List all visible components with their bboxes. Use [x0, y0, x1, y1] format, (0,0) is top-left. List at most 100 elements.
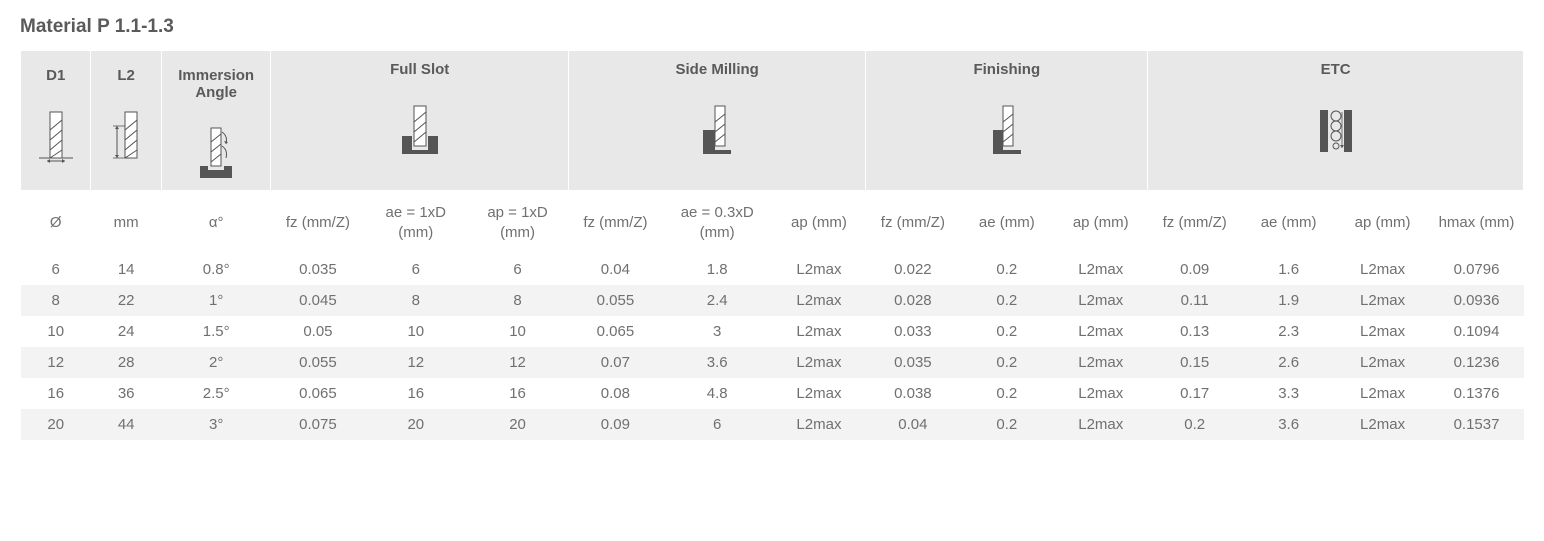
- cell-imm: 1.5°: [161, 316, 271, 347]
- cell-etc_fz: 0.17: [1148, 378, 1242, 409]
- cell-fin_ap: L2max: [1054, 378, 1148, 409]
- cell-sm_ap: L2max: [772, 347, 866, 378]
- cell-fin_fz: 0.033: [866, 316, 960, 347]
- cell-etc_ap: L2max: [1336, 285, 1430, 316]
- cell-fs_ae: 12: [365, 347, 467, 378]
- cell-etc_fz: 0.09: [1148, 254, 1242, 285]
- cell-fs_ap: 12: [467, 347, 569, 378]
- cell-imm: 0.8°: [161, 254, 271, 285]
- cell-sm_ae: 1.8: [662, 254, 772, 285]
- subhead-fin-ap: ap (mm): [1054, 191, 1148, 254]
- cell-etc_ae: 1.9: [1242, 285, 1336, 316]
- cell-fin_fz: 0.022: [866, 254, 960, 285]
- col-group-finishing: Finishing: [866, 51, 1148, 191]
- cell-fs_ae: 10: [365, 316, 467, 347]
- cell-d1: 6: [21, 254, 91, 285]
- cell-sm_fz: 0.04: [568, 254, 662, 285]
- cell-etc_hmax: 0.1376: [1430, 378, 1524, 409]
- cell-fin_fz: 0.035: [866, 347, 960, 378]
- cell-etc_hmax: 0.0936: [1430, 285, 1524, 316]
- table-row: 16362.5°0.06516160.084.8L2max0.0380.2L2m…: [21, 378, 1524, 409]
- group-label-full-slot: Full Slot: [275, 61, 563, 78]
- cell-sm_fz: 0.08: [568, 378, 662, 409]
- cell-fs_ae: 20: [365, 409, 467, 440]
- cell-l2: 22: [91, 285, 161, 316]
- cell-sm_fz: 0.065: [568, 316, 662, 347]
- cell-d1: 20: [21, 409, 91, 440]
- cell-etc_fz: 0.13: [1148, 316, 1242, 347]
- cell-d1: 16: [21, 378, 91, 409]
- table-row: 10241.5°0.0510100.0653L2max0.0330.2L2max…: [21, 316, 1524, 347]
- subhead-fs-ae: ae = 1xD (mm): [365, 191, 467, 254]
- cell-fin_ae: 0.2: [960, 378, 1054, 409]
- immersion-angle-icon: [166, 112, 267, 182]
- group-label-immersion: Immersion Angle: [166, 67, 267, 102]
- cell-fin_ap: L2max: [1054, 254, 1148, 285]
- cell-sm_fz: 0.07: [568, 347, 662, 378]
- subhead-fin-fz: fz (mm/Z): [866, 191, 960, 254]
- cell-fs_fz: 0.045: [271, 285, 365, 316]
- page-title: Material P 1.1-1.3: [20, 16, 1524, 38]
- cell-fin_fz: 0.038: [866, 378, 960, 409]
- col-group-full-slot: Full Slot: [271, 51, 568, 191]
- cell-d1: 10: [21, 316, 91, 347]
- subhead-etc-ap: ap (mm): [1336, 191, 1430, 254]
- cell-sm_ae: 4.8: [662, 378, 772, 409]
- cell-fs_ap: 6: [467, 254, 569, 285]
- cell-fin_ae: 0.2: [960, 316, 1054, 347]
- cell-imm: 2°: [161, 347, 271, 378]
- table-row: 20443°0.07520200.096L2max0.040.2L2max0.2…: [21, 409, 1524, 440]
- subhead-fs-ap: ap = 1xD (mm): [467, 191, 569, 254]
- cell-fin_fz: 0.04: [866, 409, 960, 440]
- cell-fin_ap: L2max: [1054, 347, 1148, 378]
- col-group-l2: L2: [91, 51, 161, 191]
- cell-etc_hmax: 0.1094: [1430, 316, 1524, 347]
- cell-fs_ae: 16: [365, 378, 467, 409]
- group-label-side-milling: Side Milling: [573, 61, 861, 78]
- subhead-fin-ae: ae (mm): [960, 191, 1054, 254]
- cell-fs_fz: 0.065: [271, 378, 365, 409]
- subhead-sm-ae: ae = 0.3xD (mm): [662, 191, 772, 254]
- subhead-sm-ap: ap (mm): [772, 191, 866, 254]
- cell-imm: 1°: [161, 285, 271, 316]
- cell-etc_ap: L2max: [1336, 254, 1430, 285]
- cell-fin_fz: 0.028: [866, 285, 960, 316]
- full-slot-icon: [275, 88, 563, 158]
- cell-etc_ap: L2max: [1336, 409, 1430, 440]
- cell-imm: 2.5°: [161, 378, 271, 409]
- subhead-d1: Ø: [21, 191, 91, 254]
- cell-fs_fz: 0.055: [271, 347, 365, 378]
- subhead-etc-hmax: hmax (mm): [1430, 191, 1524, 254]
- subhead-etc-ae: ae (mm): [1242, 191, 1336, 254]
- cell-sm_ap: L2max: [772, 378, 866, 409]
- cell-l2: 24: [91, 316, 161, 347]
- cell-fin_ap: L2max: [1054, 316, 1148, 347]
- cell-fs_fz: 0.035: [271, 254, 365, 285]
- cell-sm_ap: L2max: [772, 285, 866, 316]
- cell-fs_ap: 8: [467, 285, 569, 316]
- cell-fs_ae: 8: [365, 285, 467, 316]
- col-group-side-milling: Side Milling: [568, 51, 865, 191]
- cell-sm_ae: 6: [662, 409, 772, 440]
- cell-fs_fz: 0.075: [271, 409, 365, 440]
- cell-etc_fz: 0.15: [1148, 347, 1242, 378]
- cell-sm_ae: 3: [662, 316, 772, 347]
- side-milling-icon: [573, 88, 861, 158]
- subhead-sm-fz: fz (mm/Z): [568, 191, 662, 254]
- cell-fin_ae: 0.2: [960, 347, 1054, 378]
- cell-sm_ae: 3.6: [662, 347, 772, 378]
- cell-etc_ae: 2.3: [1242, 316, 1336, 347]
- col-group-immersion: Immersion Angle: [161, 51, 271, 191]
- group-label-l2: L2: [95, 67, 156, 84]
- cutting-data-table: D1 L2: [20, 50, 1524, 440]
- etc-icon: [1152, 88, 1519, 158]
- cell-sm_ap: L2max: [772, 316, 866, 347]
- cell-l2: 14: [91, 254, 161, 285]
- cell-fs_ap: 16: [467, 378, 569, 409]
- cell-d1: 12: [21, 347, 91, 378]
- cell-etc_ae: 3.3: [1242, 378, 1336, 409]
- cell-sm_ae: 2.4: [662, 285, 772, 316]
- cell-etc_ap: L2max: [1336, 347, 1430, 378]
- group-label-d1: D1: [25, 67, 86, 84]
- group-label-etc: ETC: [1152, 61, 1519, 78]
